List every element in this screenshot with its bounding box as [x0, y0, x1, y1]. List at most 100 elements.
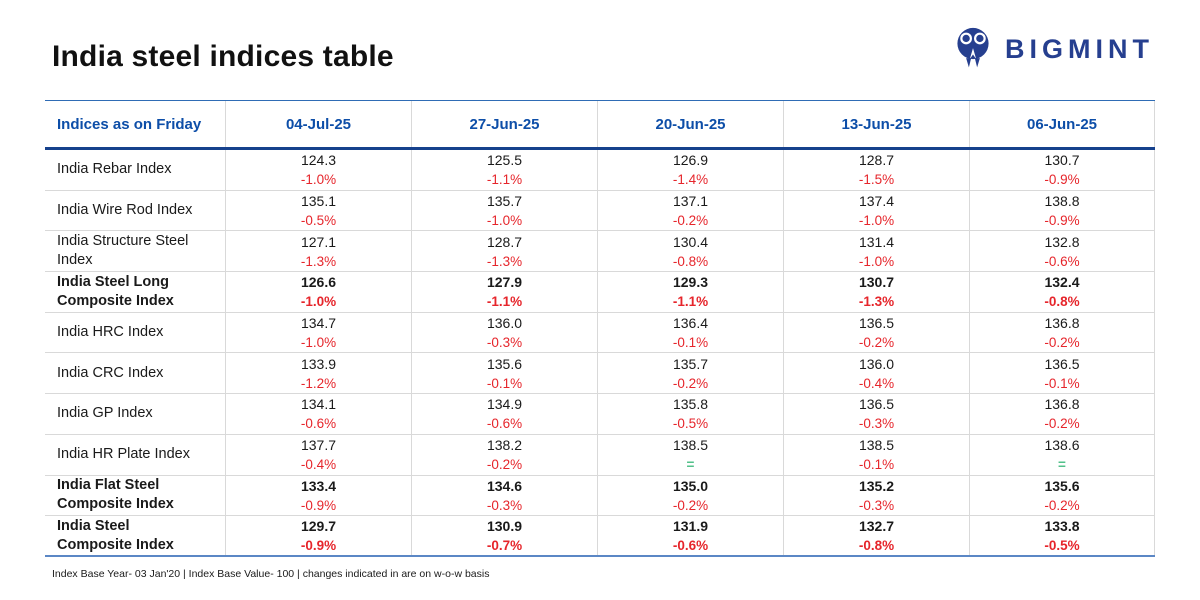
- index-value: 128.7: [486, 233, 523, 250]
- wow-change: -0.6%: [300, 416, 337, 432]
- index-value: 138.2: [486, 437, 523, 454]
- table-row: India GP Index 134.1 -0.6% 134.9 -0.6% 1…: [45, 394, 1155, 435]
- value-cell: 131.9 -0.6%: [597, 516, 783, 555]
- index-value: 126.6: [300, 274, 337, 291]
- brand-name: BIGMINT: [1005, 33, 1154, 64]
- table-row: India Steel Composite Index 129.7 -0.9% …: [45, 516, 1155, 557]
- wow-change: -0.6%: [486, 416, 523, 432]
- index-value: 138.8: [1044, 193, 1080, 210]
- value-cell: 130.7 -0.9%: [969, 150, 1155, 190]
- row-label: India Steel Long Composite Index: [45, 272, 225, 312]
- index-value: 136.8: [1044, 396, 1080, 413]
- index-value: 130.4: [672, 233, 709, 250]
- row-label: India HR Plate Index: [45, 435, 225, 475]
- wow-change: -1.1%: [486, 172, 523, 188]
- value-cell: 138.5 -0.1%: [783, 434, 969, 475]
- wow-change: -0.2%: [1044, 335, 1080, 351]
- index-value: 136.0: [486, 315, 523, 332]
- row-label: India GP Index: [45, 394, 225, 434]
- value-cell: 131.4 -1.0%: [783, 231, 969, 272]
- index-value: 136.5: [1044, 355, 1080, 372]
- index-value: 134.6: [486, 477, 523, 494]
- column-header-date-4: 13-Jun-25: [783, 101, 969, 147]
- value-cell: 134.9 -0.6%: [411, 394, 597, 434]
- value-cell: 137.7 -0.4%: [225, 434, 411, 475]
- index-value: 127.9: [486, 274, 523, 291]
- value-cell: 130.9 -0.7%: [411, 516, 597, 555]
- value-cell: 128.7 -1.3%: [411, 231, 597, 272]
- wow-change: -1.3%: [300, 253, 337, 269]
- row-label-line1: India CRC Index: [57, 364, 164, 381]
- row-label: India Structure Steel Index: [45, 231, 225, 271]
- wow-change: -0.5%: [1044, 538, 1080, 554]
- value-cell: 133.8 -0.5%: [969, 516, 1155, 555]
- wow-change: -0.1%: [486, 375, 523, 391]
- value-cell: 135.7 -1.0%: [411, 190, 597, 231]
- value-cell: 136.8 -0.2%: [969, 394, 1155, 434]
- row-label: India Steel Composite Index: [45, 516, 225, 555]
- wow-change: -0.6%: [1044, 253, 1080, 269]
- index-value: 135.8: [672, 396, 709, 413]
- index-value: 134.9: [486, 396, 523, 413]
- index-value: 138.5: [672, 437, 709, 454]
- index-value: 130.7: [858, 274, 895, 291]
- row-label-line2: Composite Index: [57, 292, 174, 309]
- row-label-line1: India GP Index: [57, 405, 153, 422]
- index-value: 132.8: [1044, 233, 1080, 250]
- wow-change: -0.2%: [1044, 416, 1080, 432]
- value-cell: 133.9 -1.2%: [225, 353, 411, 394]
- value-cell: 134.7 -1.0%: [225, 312, 411, 353]
- row-label-line1: India HRC Index: [57, 324, 164, 341]
- wow-change: -0.1%: [672, 335, 709, 351]
- index-value: 135.2: [858, 477, 895, 494]
- index-value: 135.1: [300, 193, 337, 210]
- row-label-line1: India Rebar Index: [57, 161, 172, 178]
- wow-change: -0.9%: [1044, 172, 1080, 188]
- row-label: India CRC Index: [45, 353, 225, 393]
- wow-change: -0.2%: [672, 213, 709, 229]
- wow-change: -1.3%: [486, 253, 523, 269]
- index-value: 128.7: [858, 152, 895, 169]
- value-cell: 127.9 -1.1%: [411, 272, 597, 312]
- column-header-date-3: 20-Jun-25: [597, 101, 783, 147]
- wow-change: -0.2%: [858, 335, 895, 351]
- wow-change: -1.1%: [486, 294, 523, 310]
- value-cell: 135.8 -0.5%: [597, 394, 783, 434]
- value-cell: 130.7 -1.3%: [783, 272, 969, 312]
- wow-change: -1.0%: [300, 172, 337, 188]
- row-label-line1: India HR Plate Index: [57, 446, 190, 463]
- wow-change: -0.3%: [858, 497, 895, 513]
- wow-change: -0.2%: [486, 457, 523, 473]
- wow-change: -1.2%: [300, 375, 337, 391]
- wow-change: -0.3%: [486, 335, 523, 351]
- value-cell: 136.5 -0.1%: [969, 353, 1155, 394]
- wow-change: -0.2%: [672, 497, 709, 513]
- value-cell: 135.2 -0.3%: [783, 475, 969, 516]
- table-row: India HRC Index 134.7 -1.0% 136.0 -0.3% …: [45, 312, 1155, 354]
- value-cell: 137.1 -0.2%: [597, 190, 783, 231]
- value-cell: 133.4 -0.9%: [225, 475, 411, 516]
- value-cell: 124.3 -1.0%: [225, 150, 411, 190]
- wow-change: -1.3%: [858, 294, 895, 310]
- wow-change: -0.3%: [486, 497, 523, 513]
- wow-change: -0.8%: [672, 253, 709, 269]
- wow-change: -0.5%: [672, 416, 709, 432]
- value-cell: 127.1 -1.3%: [225, 231, 411, 272]
- value-cell: 125.5 -1.1%: [411, 150, 597, 190]
- wow-change: -0.7%: [486, 538, 523, 554]
- wow-change: =: [686, 457, 695, 473]
- wow-change: -1.0%: [858, 253, 895, 269]
- wow-change: -0.3%: [858, 416, 895, 432]
- value-cell: 134.6 -0.3%: [411, 475, 597, 516]
- value-cell: 128.7 -1.5%: [783, 150, 969, 190]
- table-row: India HR Plate Index 137.7 -0.4% 138.2 -…: [45, 434, 1155, 476]
- index-value: 133.8: [1044, 518, 1080, 535]
- index-value: 129.7: [300, 518, 337, 535]
- row-label-line1: India Steel Long: [57, 273, 169, 290]
- brand-logo: BIGMINT: [951, 26, 1154, 72]
- index-value: 136.4: [672, 315, 709, 332]
- index-value: 137.1: [672, 193, 709, 210]
- table-body: India Rebar Index 124.3 -1.0% 125.5 -1.1…: [45, 150, 1155, 557]
- wow-change: -1.0%: [486, 213, 523, 229]
- wow-change: -0.9%: [300, 497, 337, 513]
